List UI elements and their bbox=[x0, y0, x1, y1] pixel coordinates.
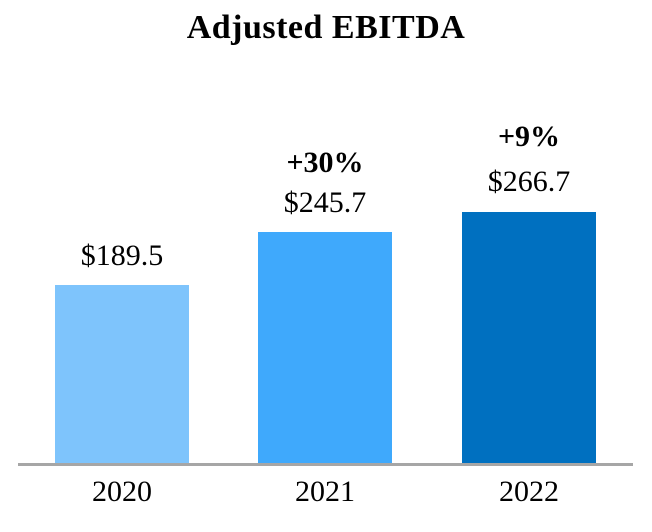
value-label-2020: $189.5 bbox=[80, 239, 164, 272]
category-label-2021: 2021 bbox=[295, 475, 355, 508]
bar-2022 bbox=[462, 211, 596, 463]
category-label-2022: 2022 bbox=[499, 475, 559, 508]
category-label-2020: 2020 bbox=[92, 475, 152, 508]
bar-2021 bbox=[258, 231, 392, 463]
value-label-2021: $245.7 bbox=[283, 186, 367, 219]
x-axis-line bbox=[18, 463, 633, 466]
chart-title: Adjusted EBITDA bbox=[186, 9, 466, 46]
growth-label-2022: +9% bbox=[497, 120, 561, 153]
value-label-2022: $266.7 bbox=[487, 165, 571, 198]
growth-label-2021: +30% bbox=[286, 146, 364, 179]
bar-2020 bbox=[55, 284, 189, 463]
